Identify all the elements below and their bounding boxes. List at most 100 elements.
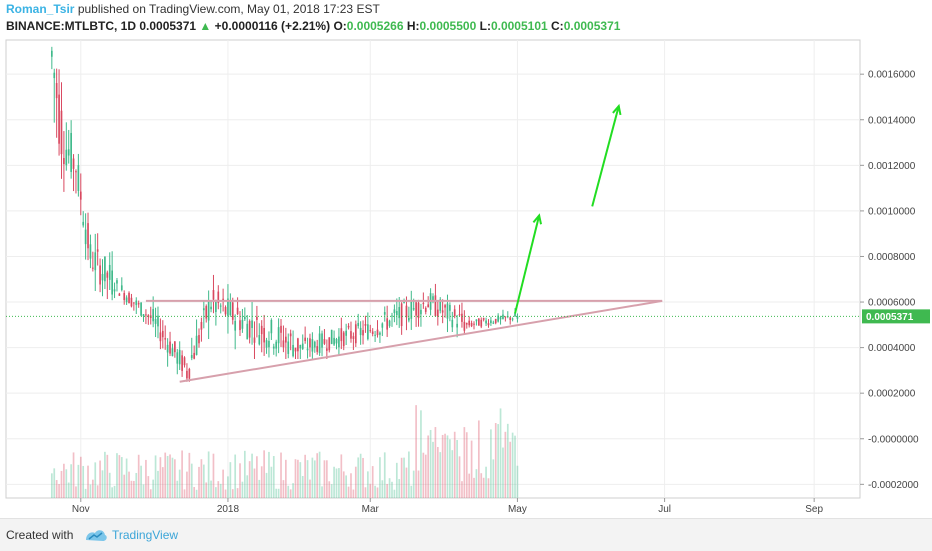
- candle-body: [106, 272, 109, 278]
- tradingview-brand[interactable]: TradingView: [112, 528, 179, 542]
- price-chart[interactable]: 0.0016000 0.0014000 0.0012000 0.0010000 0.00…: [0, 0, 932, 518]
- volume-bar: [106, 454, 109, 498]
- plot-area[interactable]: [5, 39, 861, 499]
- candle-body: [111, 270, 113, 295]
- y-tick-label: -0.0002000: [868, 480, 919, 491]
- created-with-text: Created with: [6, 528, 74, 542]
- candle-body: [268, 340, 270, 348]
- volume-bar: [451, 450, 454, 498]
- volume-bar: [202, 464, 205, 498]
- volume-bar: [340, 454, 343, 498]
- volume-bar: [94, 462, 97, 498]
- candle-body: [424, 307, 427, 312]
- volume-bar: [159, 457, 162, 498]
- candle-body: [217, 291, 220, 303]
- volume-bar: [123, 474, 126, 498]
- volume-bar: [473, 477, 475, 498]
- volume-bar: [164, 452, 167, 498]
- candle-body: [369, 330, 372, 332]
- volume-bar: [82, 465, 85, 498]
- candle-body: [381, 323, 384, 328]
- candle-body: [403, 302, 405, 304]
- candle-body: [458, 314, 461, 316]
- volume-bar: [118, 455, 121, 498]
- volume-bar: [321, 486, 323, 498]
- candle-body: [400, 303, 403, 327]
- volume-bar: [357, 457, 360, 498]
- volume-bar: [408, 451, 410, 498]
- volume-bar: [133, 480, 135, 498]
- volume-bar: [427, 435, 430, 498]
- volume-bar: [258, 479, 261, 498]
- volume-bar: [306, 460, 309, 498]
- candle-body: [439, 299, 442, 311]
- volume-bar: [268, 451, 270, 498]
- candle-body: [516, 316, 519, 319]
- green-arrow-head: [532, 213, 542, 225]
- y-tick-label: 0.0004000: [868, 343, 916, 354]
- volume-bar: [432, 441, 434, 498]
- x-tick-label: 2018: [217, 504, 240, 515]
- candle-body: [475, 319, 478, 322]
- candle-body: [422, 303, 425, 305]
- volume-bar: [92, 479, 94, 498]
- volume-bar: [166, 455, 169, 498]
- volume-bar: [270, 466, 273, 498]
- candle-body: [485, 320, 487, 324]
- volume-bar: [461, 481, 463, 498]
- tradingview-logo-icon: [86, 530, 107, 541]
- volume-bar: [480, 473, 483, 498]
- volume-bar: [239, 463, 241, 498]
- candle-body: [123, 293, 126, 301]
- candle-body: [133, 302, 135, 304]
- candle-body: [120, 285, 123, 291]
- candle-body: [99, 265, 101, 285]
- candle-body: [140, 302, 142, 316]
- candle-body: [499, 317, 502, 320]
- volume-bar: [147, 476, 150, 498]
- volume-bar: [289, 489, 292, 498]
- volume-bar: [395, 462, 398, 498]
- y-tick-label: 0.0012000: [868, 161, 916, 172]
- volume-bar: [403, 457, 405, 498]
- candle-body: [446, 303, 449, 319]
- volume-bar: [463, 427, 466, 498]
- candle-body: [449, 304, 451, 311]
- volume-bar: [292, 483, 294, 498]
- candle-body: [55, 83, 58, 99]
- footer: Created with TradingView: [0, 518, 932, 551]
- close-value: 0.0005371: [563, 19, 621, 33]
- volume-bar: [352, 489, 355, 498]
- price-change: +0.0000116 (+2.21%): [214, 19, 331, 33]
- volume-bar: [294, 459, 297, 498]
- volume-bar: [511, 432, 514, 498]
- volume-bar: [190, 463, 193, 498]
- high-label: H:: [406, 19, 420, 33]
- candle-body: [272, 346, 275, 349]
- candle-body: [215, 302, 217, 313]
- candle-body: [468, 320, 471, 326]
- volume-bar: [429, 429, 432, 498]
- candle-body: [313, 341, 316, 348]
- candle-body: [374, 334, 376, 336]
- candle-body: [311, 339, 314, 352]
- symbol-label: BINANCE:MTLBTC, 1D: [6, 19, 136, 33]
- candle-body: [227, 298, 229, 316]
- candle-body: [509, 317, 512, 321]
- volume-bar: [468, 473, 471, 498]
- candle-body: [444, 305, 446, 308]
- volume-bar: [224, 489, 227, 498]
- candle-body: [84, 229, 87, 245]
- candle-body: [87, 223, 89, 249]
- candle-body: [364, 324, 367, 326]
- candle-body: [354, 324, 357, 344]
- volume-bar: [456, 439, 458, 498]
- open-label: O:: [333, 19, 347, 33]
- candle-body: [195, 335, 198, 355]
- author-link[interactable]: Roman_Tsir: [6, 2, 75, 16]
- y-tick-label: 0.0006000: [868, 298, 916, 309]
- green-arrow-shaft: [514, 215, 541, 314]
- volume-bar: [53, 468, 56, 498]
- volume-bar: [422, 452, 425, 498]
- high-value: 0.0005500: [419, 19, 477, 33]
